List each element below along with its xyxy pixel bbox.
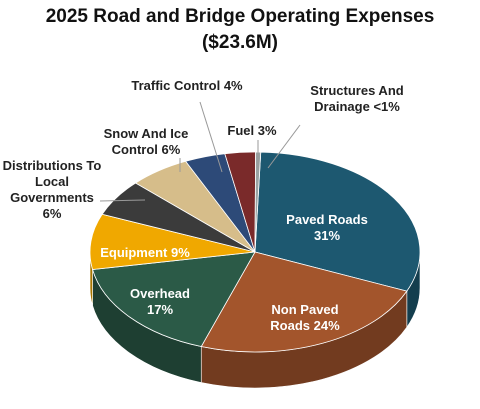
category-label: Overhead — [130, 286, 190, 301]
leader-line — [267, 124, 301, 169]
value-label: 24% — [313, 318, 340, 333]
slice-label: Non Paved Roads 24% — [255, 302, 355, 334]
slice-label: Traffic Control 4% — [127, 78, 247, 94]
leader-line — [99, 199, 146, 202]
value-label: 3% — [257, 123, 277, 138]
category-label: Fuel — [227, 123, 255, 138]
chart-title: 2025 Road and Bridge Operating Expenses — [45, 6, 435, 27]
category-label: Distributions To Local Governments — [2, 158, 102, 205]
category-label: Paved Roads — [286, 212, 368, 227]
slice-label: Structures And Drainage <1% — [297, 83, 417, 115]
category-label: Non Paved Roads — [270, 302, 339, 333]
slice — [200, 251, 408, 353]
slice-label: Snow And Ice Control 6% — [96, 126, 196, 158]
slice — [254, 151, 421, 292]
slice-label: Fuel 3% — [217, 123, 287, 139]
slice — [89, 213, 256, 270]
value-label: <1% — [373, 99, 400, 114]
value-label: 17% — [146, 302, 174, 317]
category-label: Structures And Drainage — [310, 83, 404, 114]
value-label: 4% — [223, 78, 243, 93]
value-label: 9% — [171, 245, 190, 260]
value-label: 31% — [313, 228, 341, 243]
slice-label: Equipment 9% — [85, 245, 205, 261]
category-label: Traffic Control — [131, 78, 221, 93]
value-label: 6% — [42, 206, 62, 221]
slice-label: Overhead 17% — [120, 286, 200, 318]
chart-subtitle: ($23.6M) — [201, 32, 279, 53]
slice-label: Paved Roads 31% — [282, 212, 372, 244]
slice-label: Distributions To Local Governments 6% — [0, 158, 104, 222]
leader-line — [199, 101, 223, 173]
slice — [92, 251, 256, 347]
value-label: 6% — [161, 142, 181, 157]
category-label: Equipment — [100, 245, 168, 260]
category-label: Snow And Ice Control — [103, 126, 189, 157]
